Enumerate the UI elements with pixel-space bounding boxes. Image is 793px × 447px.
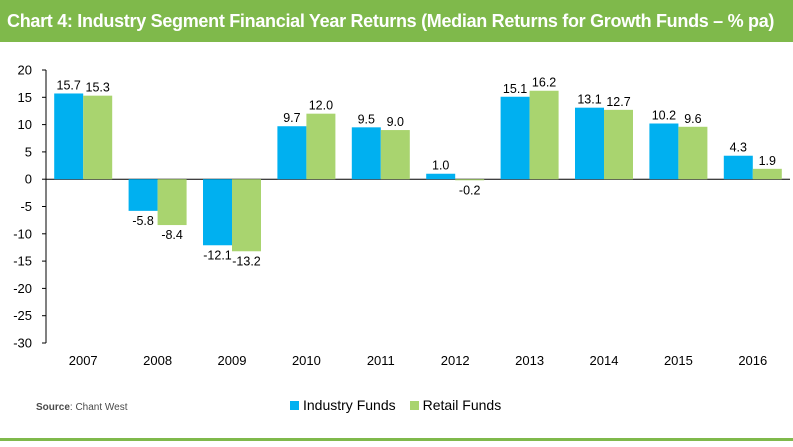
bottom-rule: [0, 438, 793, 441]
data-label-industry-2012: 1.0: [432, 159, 449, 173]
y-tick-label: -10: [13, 226, 32, 241]
bar-industry-2013: [500, 96, 530, 180]
bar-industry-2007: [54, 93, 84, 180]
bar-retail-2009: [232, 179, 261, 252]
legend-swatch-retail: [409, 400, 419, 410]
x-tick-label-2009: 2009: [218, 353, 247, 368]
x-tick-label-2012: 2012: [441, 353, 470, 368]
source-note: Source: Chant West: [36, 402, 128, 413]
y-tick-label: 0: [25, 172, 32, 187]
source-label: Source: [36, 402, 70, 413]
x-tick-label-2007: 2007: [69, 353, 98, 368]
x-tick-label-2013: 2013: [515, 353, 544, 368]
y-tick-label: -15: [13, 254, 32, 269]
data-label-industry-2013: 15.1: [503, 82, 527, 96]
bar-industry-2010: [277, 126, 307, 180]
bar-retail-2010: [306, 113, 336, 180]
data-label-retail-2011: 9.0: [387, 115, 404, 129]
bar-retail-2016: [752, 168, 782, 180]
y-tick-label: 10: [18, 117, 32, 132]
data-label-retail-2014: 12.7: [606, 95, 630, 109]
legend-label-industry: Industry Funds: [303, 397, 396, 413]
x-tick-label-2016: 2016: [738, 353, 767, 368]
x-tick-label-2011: 2011: [367, 353, 395, 368]
data-label-retail-2009: -13.2: [232, 254, 261, 268]
chart-title: Chart 4: Industry Segment Financial Year…: [7, 10, 775, 31]
y-tick-label: -25: [13, 308, 32, 323]
bar-retail-2011: [380, 130, 410, 180]
bar-retail-2013: [529, 90, 559, 180]
bar-industry-2009: [203, 179, 232, 246]
bar-industry-2015: [649, 123, 679, 180]
data-label-industry-2007: 15.7: [57, 78, 81, 92]
bar-industry-2011: [351, 127, 381, 180]
data-label-industry-2008: -5.8: [132, 214, 154, 228]
data-label-retail-2016: 1.9: [759, 154, 776, 168]
chart-legend: Industry Funds Retail Funds: [290, 397, 515, 413]
bar-industry-2012: [426, 173, 456, 180]
y-tick-label: 20: [18, 63, 32, 78]
bar-retail-2015: [678, 126, 708, 180]
bar-industry-2008: [128, 179, 158, 211]
bar-retail-2007: [83, 95, 113, 180]
y-tick-label: 5: [25, 144, 32, 159]
bar-industry-2014: [575, 107, 604, 180]
x-tick-label-2010: 2010: [292, 353, 321, 368]
data-label-industry-2015: 10.2: [652, 109, 676, 123]
data-label-retail-2010: 12.0: [309, 99, 333, 113]
bar-industry-2016: [723, 155, 753, 180]
legend-item-retail: Retail Funds: [409, 397, 502, 413]
data-label-retail-2015: 9.6: [684, 112, 701, 126]
x-tick-label-2014: 2014: [590, 353, 619, 368]
data-label-industry-2014: 13.1: [577, 93, 601, 107]
data-label-retail-2012: -0.2: [459, 183, 481, 197]
y-tick-label: -30: [13, 336, 32, 351]
bar-retail-2014: [604, 109, 633, 180]
chart-header: Chart 4: Industry Segment Financial Year…: [0, 0, 793, 42]
data-label-industry-2016: 4.3: [730, 141, 747, 155]
data-label-retail-2013: 16.2: [532, 76, 556, 90]
legend-label-retail: Retail Funds: [422, 397, 502, 413]
y-tick-label: -5: [20, 199, 32, 214]
x-tick-label-2015: 2015: [664, 353, 693, 368]
data-label-industry-2009: -12.1: [203, 248, 232, 262]
legend-item-industry: Industry Funds: [290, 397, 396, 413]
source-text: : Chant West: [69, 402, 128, 413]
x-tick-label-2008: 2008: [143, 353, 172, 368]
bar-retail-2008: [157, 179, 187, 226]
legend-swatch-industry: [290, 400, 299, 410]
data-label-retail-2007: 15.3: [86, 81, 110, 95]
data-label-retail-2008: -8.4: [161, 228, 183, 242]
y-tick-label: -20: [13, 281, 32, 296]
bar-retail-2012: [455, 179, 485, 181]
data-label-industry-2011: 9.5: [358, 112, 375, 126]
data-label-industry-2010: 9.7: [283, 111, 300, 125]
y-tick-label: 15: [18, 90, 32, 105]
